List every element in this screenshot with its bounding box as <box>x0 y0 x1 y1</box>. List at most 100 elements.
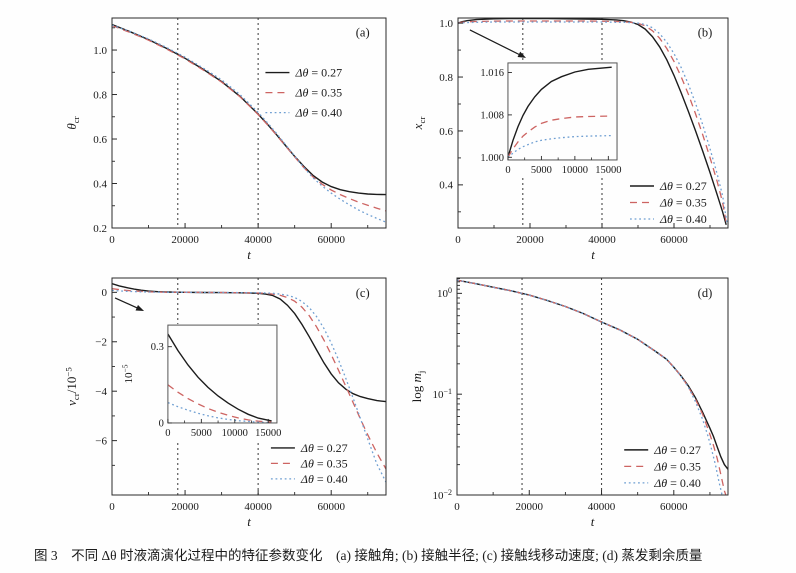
x-axis-label: t <box>591 247 595 262</box>
series-line <box>457 279 723 495</box>
panel-c: 0 20000 40000 60000 0 −2 −4 −6 t vcr/10−5 (c) Δθ = … <box>64 277 387 529</box>
tick-label: 20000 <box>516 234 544 246</box>
tick-label: 40000 <box>588 234 616 246</box>
inset-y-axis-label: 10−5 <box>120 364 135 383</box>
tick-label: 0 <box>454 501 460 513</box>
tick-label: 0.3 <box>151 342 164 353</box>
tick-label: −2 <box>95 337 107 349</box>
annotation-arrow <box>114 297 139 310</box>
legend-label: Δθ = 0.35 <box>653 459 701 473</box>
series-line <box>457 279 727 495</box>
tick-label: 0 <box>165 428 170 439</box>
plot-frame <box>111 277 387 496</box>
series-line <box>507 134 612 158</box>
tick-label: −4 <box>95 386 107 398</box>
y-axis-label: log mj <box>409 371 426 403</box>
panel-b: 0 20000 40000 60000 0.4 0.6 0.8 1.0 t xcr (b) Δθ = … <box>410 17 729 262</box>
legend-label: Δθ = 0.27 <box>300 441 348 455</box>
y-axis-label: vcr/10−5 <box>64 367 82 406</box>
series-line <box>458 20 728 225</box>
annotation-arrow <box>469 29 521 56</box>
x-axis-label: t <box>591 514 595 529</box>
legend-label: Δθ = 0.40 <box>300 472 348 486</box>
tick-label: 0 <box>109 234 115 246</box>
tick-label: 0 <box>159 418 164 429</box>
tick-label: 20000 <box>516 501 544 513</box>
plot-frame <box>111 17 387 229</box>
legend: Δθ = 0.27 Δθ = 0.35 Δθ = 0.40 <box>624 443 701 490</box>
x-axis-label: t <box>247 247 251 262</box>
tick-label: 40000 <box>244 501 272 513</box>
panel-a: 0 20000 40000 60000 0.2 0.4 0.6 0.8 1.0 t θcr (a) Δθ… <box>64 17 387 262</box>
legend-label: Δθ = 0.35 <box>300 456 348 470</box>
panel-label: (a) <box>356 26 370 40</box>
tick-label: 10000 <box>222 428 248 439</box>
tick-label: 10000 <box>562 165 588 176</box>
series-line <box>112 24 386 223</box>
tick-label: 15000 <box>255 428 281 439</box>
y-axis-label: θcr <box>64 116 81 129</box>
legend: Δθ = 0.27 Δθ = 0.35 Δθ = 0.40 <box>629 179 707 226</box>
legend-label: Δθ = 0.40 <box>653 476 701 490</box>
tick-label: 0.2 <box>93 223 107 235</box>
tick-label: 0.6 <box>93 134 107 146</box>
legend: Δθ = 0.27 Δθ = 0.35 Δθ = 0.40 <box>265 66 342 120</box>
panel-label: (c) <box>356 286 370 300</box>
tick-label: 60000 <box>660 234 688 246</box>
tick-label: 20000 <box>171 501 199 513</box>
tick-label: 0.8 <box>439 72 453 84</box>
y-axis-label: xcr <box>410 117 427 131</box>
series-line <box>458 21 728 225</box>
figure-canvas: 0 20000 40000 60000 0.2 0.4 0.6 0.8 1.0 t θcr (a) Δθ… <box>64 17 729 529</box>
series-line <box>507 115 612 158</box>
tick-label: 0 <box>102 287 108 299</box>
tick-label: 0.4 <box>93 178 107 190</box>
tick-label: 0.4 <box>439 180 453 192</box>
tick-label: 1.016 <box>480 68 504 79</box>
tick-label: 0.8 <box>93 89 107 101</box>
series-line <box>112 24 386 212</box>
tick-label: 0 <box>109 501 115 513</box>
tick-label: 60000 <box>317 234 345 246</box>
tick-label: 10−1 <box>432 387 452 401</box>
plot-frame <box>457 17 729 229</box>
annotation-arrowhead <box>135 304 145 311</box>
tick-label: 100 <box>437 286 452 300</box>
x-axis-label: t <box>247 514 251 529</box>
inset: 0 5000 10000 15000 1.000 1.008 1.016 <box>480 61 621 178</box>
legend-label: Δθ = 0.35 <box>659 196 707 210</box>
tick-label: 20000 <box>171 234 199 246</box>
tick-label: 0.6 <box>439 126 453 138</box>
tick-label: 40000 <box>244 234 272 246</box>
plot-frame <box>456 277 729 496</box>
series-line <box>167 333 272 422</box>
tick-label: 1.000 <box>480 153 504 164</box>
tick-label: 5000 <box>531 165 552 176</box>
series-line <box>112 23 386 196</box>
panel-label: (d) <box>698 286 713 300</box>
series-line <box>507 66 612 158</box>
legend-label: Δθ = 0.27 <box>653 443 701 457</box>
tick-label: −6 <box>95 435 107 447</box>
tick-label: 0 <box>505 165 510 176</box>
series-line <box>457 279 728 470</box>
tick-label: 1.0 <box>93 45 107 57</box>
figure-caption: 图 3 不同 Δθ 时液滴演化过程中的特征参数变化 (a) 接触角; (b) 接… <box>34 548 703 563</box>
tick-label: 15000 <box>595 165 621 176</box>
legend-label: Δθ = 0.27 <box>659 179 707 193</box>
panel-label: (b) <box>698 26 713 40</box>
legend-label: Δθ = 0.27 <box>294 66 342 80</box>
tick-label: 5000 <box>191 428 212 439</box>
tick-label: 1.008 <box>480 110 504 121</box>
tick-label: 60000 <box>660 501 688 513</box>
legend-label: Δθ = 0.40 <box>659 212 707 226</box>
annotation-arrowhead <box>517 51 527 58</box>
panel-d: 0 20000 40000 60000 100 10−1 10−2 t log mj (d) Δθ … <box>409 277 729 529</box>
tick-label: 1.0 <box>439 18 453 30</box>
tick-label: 40000 <box>588 501 616 513</box>
tick-label: 60000 <box>317 501 345 513</box>
legend-label: Δθ = 0.40 <box>294 106 342 120</box>
legend-label: Δθ = 0.35 <box>294 86 342 100</box>
